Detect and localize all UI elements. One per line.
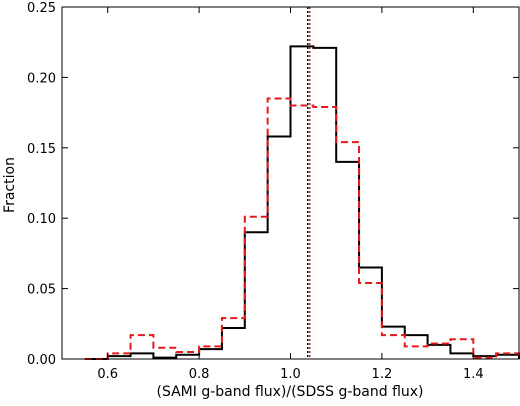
x-tick-label: 1.4: [463, 367, 484, 382]
y-tick-label: 0.20: [27, 71, 56, 86]
x-axis-label: (SAMI g-band flux)/(SDSS g-band flux): [156, 384, 423, 400]
y-tick-label: 0.15: [27, 142, 56, 157]
histogram-series-1-solid: [84, 45, 520, 360]
x-tick-label: 1.2: [372, 367, 393, 382]
x-tick-label: 1.0: [280, 367, 301, 382]
y-tick-label: 0.00: [27, 353, 56, 368]
plot-area: 0.6 0.8 1.0 1.2 1.4 0.00 0.05 0.10 0.15 0.20 0.25: [27, 1, 520, 382]
y-tick-label: 0.10: [27, 212, 56, 227]
y-tick-label: 0.05: [27, 283, 56, 298]
y-tick-label: 0.25: [27, 1, 56, 16]
histogram-series-2-dashed: [84, 97, 520, 360]
x-tick-label: 0.6: [97, 367, 118, 382]
y-axis-label: Fraction: [2, 157, 18, 213]
x-tick-label: 0.8: [189, 367, 210, 382]
